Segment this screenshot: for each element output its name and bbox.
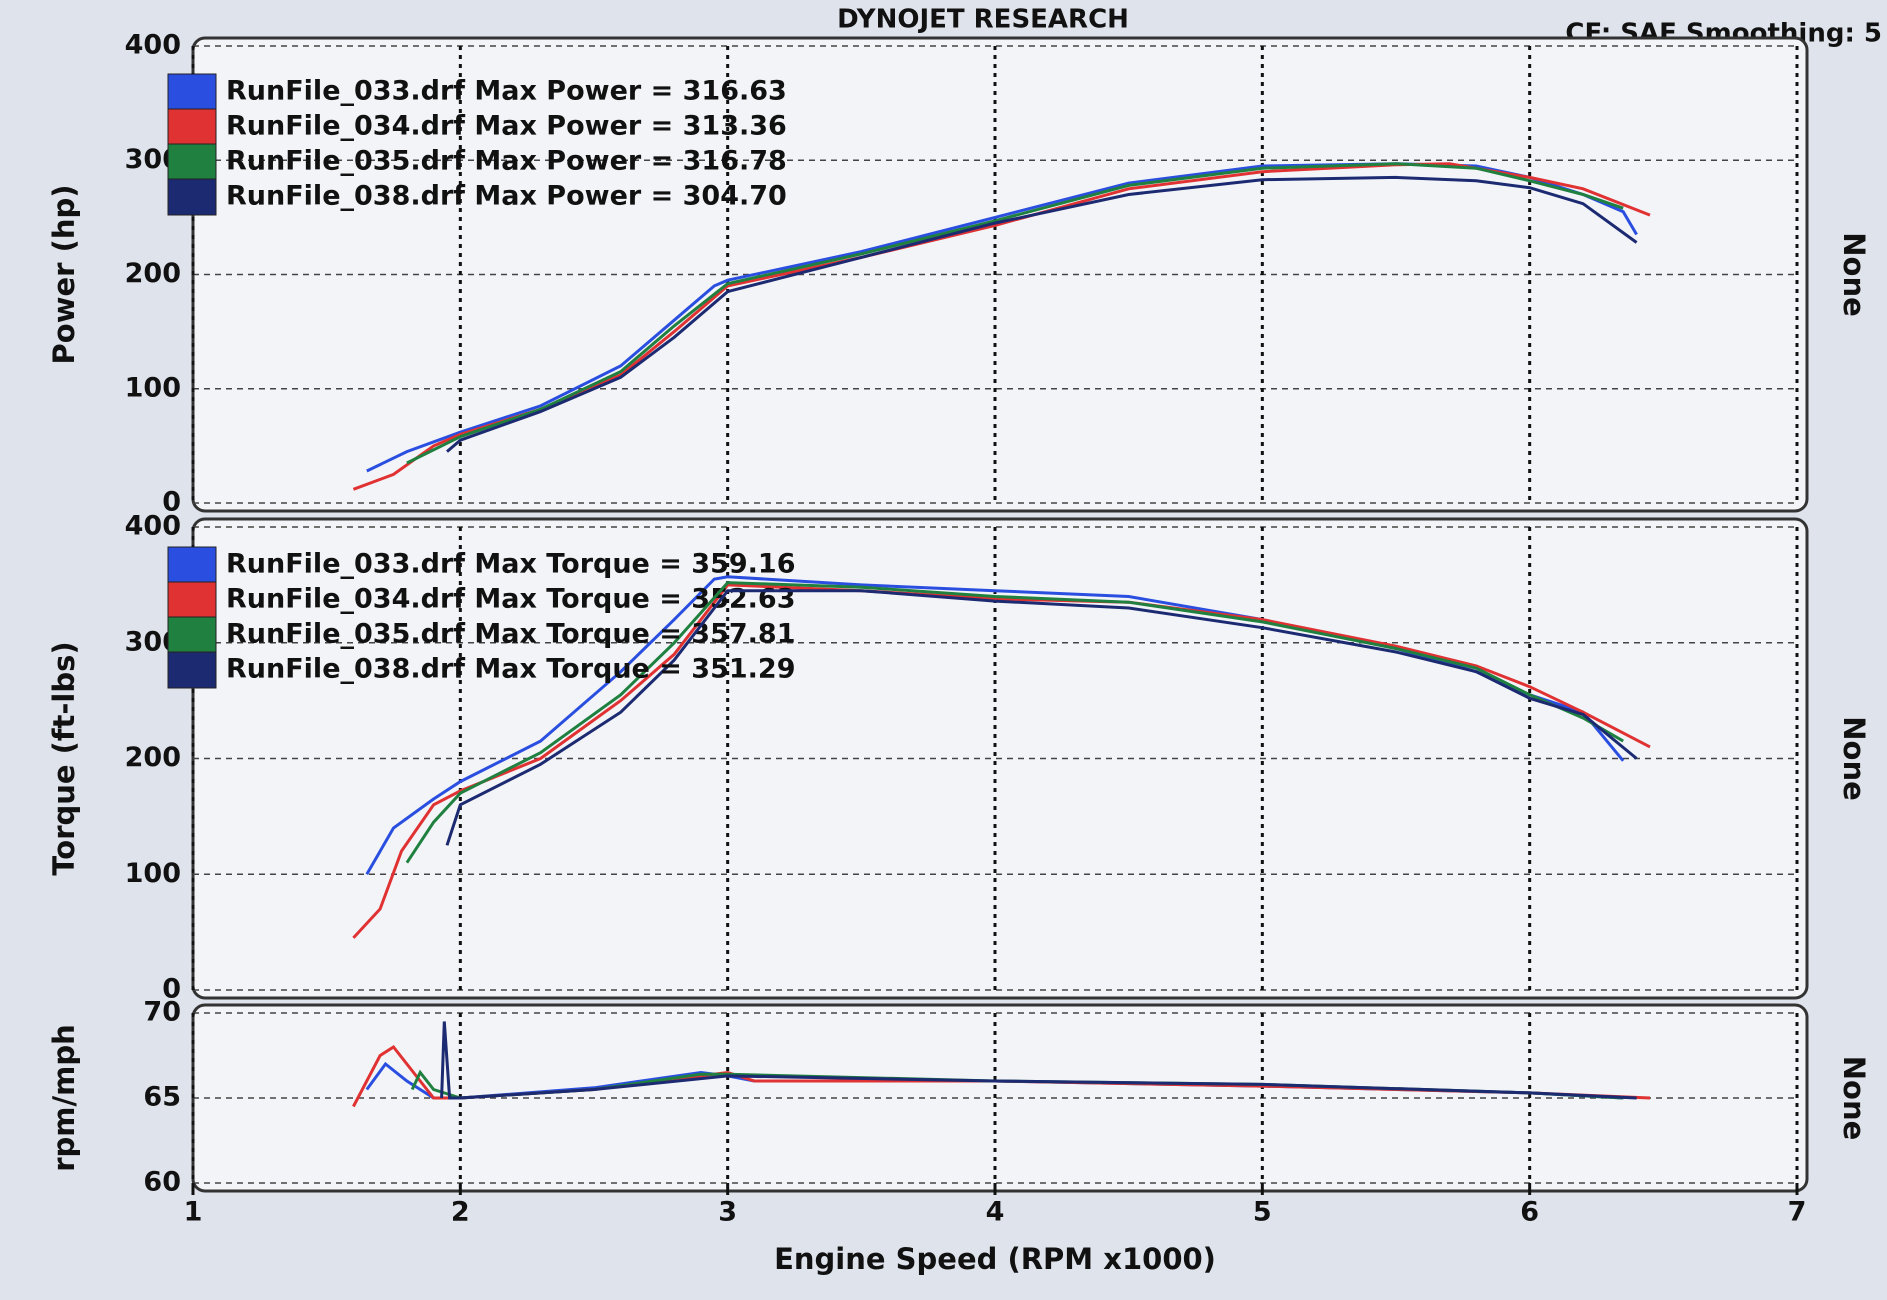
legend-swatch — [167, 73, 217, 111]
legend-swatch — [167, 651, 217, 689]
series-line — [352, 583, 1651, 939]
legend-label: RunFile_038.drf Max Power = 304.70 — [226, 181, 787, 212]
x-tick-label: 5 — [1253, 1197, 1272, 1228]
x-tick-label: 1 — [184, 1197, 203, 1228]
legend-label: RunFile_033.drf Max Power = 316.63 — [226, 76, 787, 107]
y-tick-label: 0 — [162, 974, 181, 1005]
legend-swatch — [167, 616, 217, 654]
x-tick-label: 4 — [986, 1197, 1005, 1228]
y-tick-label: 400 — [125, 511, 181, 542]
series-line — [406, 162, 1624, 465]
legend-label: RunFile_035.drf Max Power = 316.78 — [226, 146, 787, 177]
series-line — [445, 589, 1638, 846]
x-tick-label: 6 — [1520, 1197, 1539, 1228]
legend-label: RunFile_038.drf Max Torque = 351.29 — [226, 654, 795, 685]
series-line — [405, 581, 1624, 864]
legend-label: RunFile_034.drf Max Torque = 352.63 — [226, 584, 795, 615]
side-label: None — [1837, 716, 1871, 801]
legend-label: RunFile_035.drf Max Torque = 357.81 — [226, 619, 795, 650]
legend-swatch — [167, 178, 217, 216]
legend-label: RunFile_033.drf Max Torque = 359.16 — [226, 549, 795, 580]
y-tick-label: 70 — [143, 997, 181, 1028]
legend-swatch — [167, 143, 217, 181]
legend-swatch — [167, 581, 217, 619]
x-tick-label: 2 — [451, 1197, 470, 1228]
x-tick-label: 7 — [1788, 1197, 1807, 1228]
x-tick-label: 3 — [718, 1197, 737, 1228]
y-tick-label: 0 — [162, 487, 181, 518]
y-axis-label: Torque (ft-lbs) — [47, 641, 81, 875]
y-axis-label: Power (hp) — [47, 185, 81, 365]
y-tick-label: 65 — [143, 1082, 181, 1113]
y-tick-label: 60 — [143, 1167, 181, 1198]
side-label: None — [1837, 1056, 1871, 1141]
y-tick-label: 400 — [125, 30, 181, 61]
chart-title: DYNOJET RESEARCH — [837, 5, 1129, 35]
y-axis-label: rpm/mph — [47, 1024, 81, 1172]
legend-swatch — [167, 108, 217, 146]
side-label: None — [1837, 232, 1871, 317]
y-tick-label: 100 — [125, 372, 181, 403]
legend-swatch — [167, 546, 217, 584]
y-tick-label: 100 — [125, 858, 181, 889]
x-axis-label: Engine Speed (RPM x1000) — [774, 1242, 1216, 1276]
series-line — [440, 1021, 1637, 1100]
legend-label: RunFile_034.drf Max Power = 313.36 — [226, 111, 787, 142]
series-line — [446, 175, 1638, 453]
y-tick-label: 200 — [125, 258, 181, 289]
y-tick-label: 200 — [125, 742, 181, 773]
